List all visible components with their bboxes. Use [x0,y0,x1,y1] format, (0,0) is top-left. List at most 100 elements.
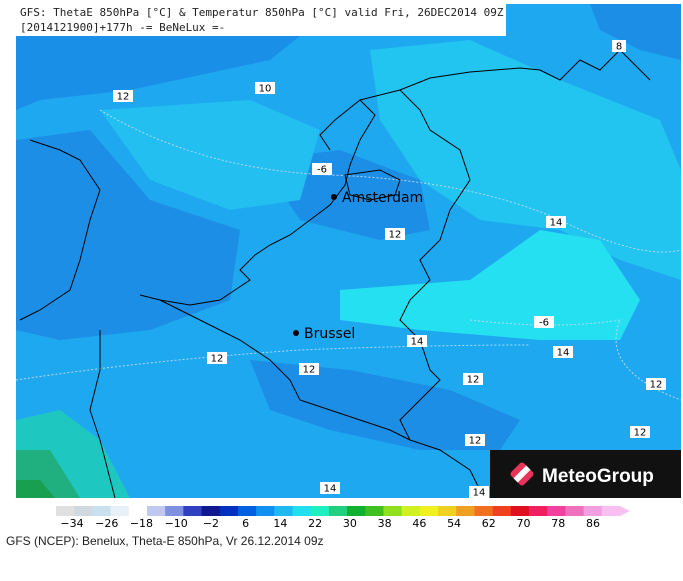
city-dot [331,194,337,200]
contour-label-box [463,373,483,385]
contour-label: 14 [557,348,570,359]
colorbar-label: −34 [60,517,83,530]
colorbar-swatch [529,506,548,516]
border [19,139,411,499]
colorbar-swatch [56,506,75,516]
contour-label-box [612,40,626,52]
colorbar-swatch [201,506,221,516]
contour-label: 8 [616,42,622,53]
colorbar-label: −10 [165,517,188,530]
header-line: [2014121900]+177h -= BeNeLux =- [20,21,225,34]
contour-label: 12 [650,380,663,391]
contour-label-box [534,316,554,328]
light-region [100,100,320,210]
colorbar-swatch [474,506,494,516]
logo-shape [513,465,531,483]
colorbar-label: 54 [447,517,461,530]
colorbar-swatch [146,506,166,516]
colorbar-label: 38 [378,517,392,530]
logo-icon [510,462,534,486]
colorbar-swatch [401,506,421,516]
contour-label: 14 [550,218,563,229]
colorbar-arrow [620,506,630,516]
dark-region [16,130,240,340]
cyan-region [340,230,640,340]
city-label: Brussel [304,326,355,342]
colorbar-swatch [110,506,130,516]
colorbar-swatch [237,506,257,516]
contour-label-box [630,426,650,438]
colorbar-label: 78 [551,517,565,530]
colorbar-swatch [183,506,203,516]
colorbar-swatch [219,506,239,516]
colorbar-swatch [365,506,384,516]
contour-label: 12 [634,428,647,439]
contour-label-box [113,90,133,102]
colorbar-swatch [438,506,457,516]
colorbar-swatch [347,506,366,516]
colorbar-swatch [419,506,439,516]
colorbar-swatch [583,506,603,516]
contour-label: 12 [389,230,402,241]
colorbar-label: 22 [308,517,322,530]
city-dot [293,330,299,336]
isotherm [15,344,531,381]
colorbar-label: 30 [343,517,357,530]
contour-label: 12 [117,92,130,103]
colorbar-label: 6 [242,517,249,530]
colorbar-swatch [165,506,184,516]
dark-region [16,36,300,110]
colorbar-swatch [292,506,312,516]
colorbar-swatch [256,506,275,516]
dark-region [590,4,681,60]
contour-label-box [207,352,227,364]
colorbar-swatch [128,506,148,516]
contour-label-box [407,335,427,347]
colorbar: −34 −26 −18 −10 −2 6 14 22 30 38 46 54 62 70 78 86 [56,506,630,530]
city-label: Amsterdam [342,190,423,206]
contour-label: 14 [411,337,424,348]
colorbar-swatch [92,506,112,516]
light-region [370,40,681,280]
contour-label: 12 [303,365,316,376]
contour-label-box [312,163,332,175]
colorbar-swatch [601,506,621,516]
colorbar-swatch [547,506,566,516]
colorbar-swatch [328,506,348,516]
contour-label-box [546,216,566,228]
contour-label-box [385,228,405,240]
contour-label: 12 [469,436,482,447]
contour-labels: 12 10 8 -6 12 14 -6 14 14 12 12 12 12 12 12 14 14 [113,40,666,499]
contour-label: 14 [324,484,337,495]
colorbar-label: 86 [586,517,600,530]
map [15,4,682,499]
colorbar-swatch [383,506,403,516]
contour-label-box [465,434,485,446]
colorbar-swatch [492,506,512,516]
colorbar-label: 46 [412,517,426,530]
header-box [16,4,506,36]
contour-label-box [299,363,319,375]
colorbar-label: 70 [517,517,531,530]
colorbar-swatch [565,506,585,516]
colorbar-label: −18 [130,517,153,530]
colorbar-label: 62 [482,517,496,530]
border [399,49,651,491]
lake [344,169,401,201]
dark-region [250,360,520,450]
contour-label: -6 [539,318,549,329]
contour-label-box [469,486,489,498]
contour-label: -6 [317,165,327,176]
colorbar-swatch [310,506,330,516]
contour-label-box [646,378,666,390]
contour-label: 12 [467,375,480,386]
contour-label: 10 [259,84,272,95]
contour-label-box [553,346,573,358]
caption: GFS (NCEP): Benelux, Theta-E 850hPa, Vr … [6,534,324,548]
colorbar-swatch [510,506,530,516]
contour-label: 14 [473,488,486,499]
colorbar-label: −26 [95,517,118,530]
colorbar-label: −2 [203,517,219,530]
green-region [16,480,55,498]
